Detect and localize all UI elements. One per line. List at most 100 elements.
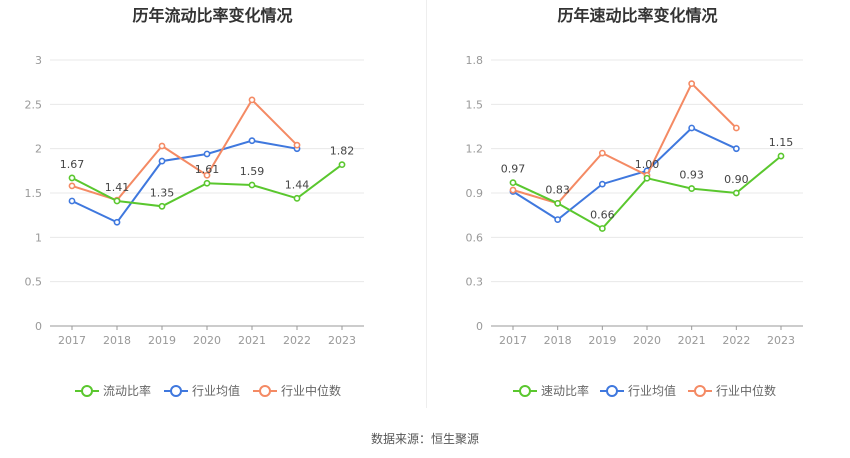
data-label: 1.82 bbox=[330, 145, 355, 158]
current-ratio-chart: 历年流动比率变化情况 0 0.5 1 1.5 2 2.5 3 2017 2018 2019 2020… bbox=[0, 0, 425, 410]
x-tick-label: 2021 bbox=[678, 334, 706, 347]
data-point bbox=[598, 149, 606, 157]
chart-title: 历年流动比率变化情况 bbox=[132, 6, 293, 25]
data-label: 1.15 bbox=[769, 136, 794, 149]
data-point bbox=[203, 150, 211, 158]
data-point bbox=[293, 141, 301, 149]
y-tick-label: 2.5 bbox=[25, 98, 43, 111]
data-point bbox=[688, 124, 696, 132]
legend-item: 流动比率 bbox=[75, 383, 151, 398]
legend-swatch-marker bbox=[606, 385, 618, 397]
data-point bbox=[554, 199, 562, 207]
series-line bbox=[71, 139, 298, 224]
data-point bbox=[203, 179, 211, 187]
legend-swatch-marker bbox=[170, 385, 182, 397]
legend-label: 速动比率 bbox=[541, 383, 589, 398]
data-point bbox=[732, 145, 740, 153]
quick-ratio-chart: 历年速动比率变化情况 0 0.3 0.6 0.9 1.2 1.5 1.8 2017 2018 20… bbox=[425, 0, 850, 410]
x-tick-label: 2023 bbox=[328, 334, 356, 347]
data-label: 1.00 bbox=[635, 158, 660, 171]
data-label: 0.93 bbox=[679, 169, 704, 182]
x-tick-label: 2022 bbox=[283, 334, 311, 347]
legend-label: 行业均值 bbox=[192, 383, 240, 398]
y-tick-label: 0 bbox=[35, 320, 42, 333]
legend-swatch-marker bbox=[519, 385, 531, 397]
legend-item: 速动比率 bbox=[513, 383, 589, 398]
legend-swatch-marker bbox=[259, 385, 271, 397]
data-label: 0.83 bbox=[545, 183, 570, 196]
data-point bbox=[777, 152, 785, 160]
data-point bbox=[248, 181, 256, 189]
data-label: 1.35 bbox=[150, 186, 175, 199]
x-tick-label: 2019 bbox=[588, 334, 616, 347]
y-tick-label: 0.9 bbox=[466, 187, 484, 200]
legend-item: 行业中位数 bbox=[253, 383, 341, 398]
data-point bbox=[598, 225, 606, 232]
quick-ratio-plot: 0 0.3 0.6 0.9 1.2 1.5 1.8 2017 2018 2019 2020 2021 2… bbox=[466, 54, 803, 398]
x-tick-label: 2020 bbox=[193, 334, 221, 347]
data-label: 1.59 bbox=[240, 165, 265, 178]
series-line bbox=[512, 126, 737, 221]
x-tick-label: 2018 bbox=[103, 334, 131, 347]
legend-swatch-marker bbox=[694, 385, 706, 397]
y-tick-label: 1.5 bbox=[466, 98, 484, 111]
legend-label: 行业中位数 bbox=[281, 383, 341, 398]
data-point bbox=[248, 96, 256, 104]
y-tick-label: 1 bbox=[35, 231, 42, 244]
data-label: 0.90 bbox=[724, 173, 749, 186]
data-point bbox=[643, 174, 651, 182]
data-point bbox=[732, 189, 740, 197]
legend-label: 流动比率 bbox=[103, 383, 151, 398]
legend-label: 行业中位数 bbox=[716, 383, 776, 398]
panel-divider bbox=[426, 0, 427, 408]
y-tick-label: 0.6 bbox=[466, 231, 484, 244]
data-point bbox=[293, 194, 301, 202]
y-tick-label: 3 bbox=[35, 54, 42, 67]
x-tick-label: 2019 bbox=[148, 334, 176, 347]
data-point bbox=[598, 180, 606, 188]
legend-item: 行业中位数 bbox=[688, 383, 776, 398]
y-tick-label: 1.8 bbox=[466, 54, 484, 67]
x-tick-label: 2022 bbox=[722, 334, 750, 347]
series-line bbox=[512, 81, 738, 205]
legend-item: 行业均值 bbox=[600, 383, 676, 398]
y-tick-label: 0.3 bbox=[466, 276, 484, 289]
chart-title: 历年速动比率变化情况 bbox=[557, 6, 718, 25]
x-tick-label: 2020 bbox=[633, 334, 661, 347]
current-ratio-plot: 0 0.5 1 1.5 2 2.5 3 2017 2018 2019 2020 2021 2022 202… bbox=[25, 54, 364, 398]
y-tick-label: 0 bbox=[476, 320, 483, 333]
data-point bbox=[554, 216, 562, 223]
x-tick-label: 2018 bbox=[544, 334, 572, 347]
x-tick-label: 2017 bbox=[499, 334, 527, 347]
x-tick-label: 2017 bbox=[58, 334, 86, 347]
legend-label: 行业均值 bbox=[628, 383, 676, 398]
data-label: 1.41 bbox=[105, 181, 130, 194]
data-point bbox=[688, 80, 696, 88]
legend-item: 行业均值 bbox=[164, 383, 240, 398]
y-tick-label: 0.5 bbox=[25, 276, 43, 289]
data-point bbox=[509, 186, 517, 194]
data-point bbox=[158, 157, 166, 165]
x-tick-label: 2023 bbox=[767, 334, 795, 347]
data-point bbox=[158, 142, 166, 150]
data-point bbox=[68, 197, 76, 205]
data-point bbox=[338, 161, 346, 169]
y-tick-label: 1.5 bbox=[25, 187, 43, 200]
data-point bbox=[203, 171, 211, 179]
data-label: 0.66 bbox=[590, 208, 615, 221]
data-point bbox=[68, 182, 76, 190]
data-point bbox=[732, 124, 740, 132]
data-label: 1.61 bbox=[195, 163, 220, 176]
data-source: 数据来源：恒生聚源 bbox=[370, 432, 479, 446]
data-label: 0.97 bbox=[501, 163, 526, 176]
legend-swatch-marker bbox=[81, 385, 93, 397]
data-point bbox=[68, 174, 76, 182]
data-point bbox=[509, 179, 517, 187]
data-point bbox=[113, 197, 121, 205]
data-point bbox=[113, 218, 121, 226]
data-label: 1.44 bbox=[285, 178, 310, 191]
x-tick-label: 2021 bbox=[238, 334, 266, 347]
y-tick-label: 1.2 bbox=[466, 143, 484, 156]
data-point bbox=[248, 137, 256, 145]
y-tick-label: 2 bbox=[35, 143, 42, 156]
